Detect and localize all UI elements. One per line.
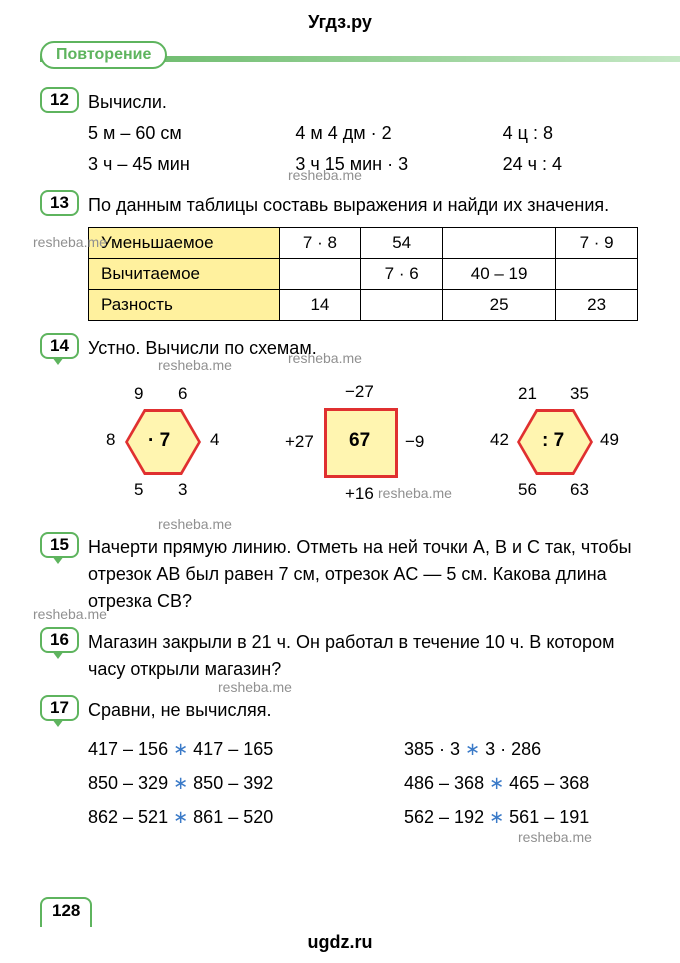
table-header: Разность — [89, 290, 280, 321]
hex-num: 6 — [178, 384, 187, 404]
exercise-number: 16 — [40, 627, 79, 653]
sq-num: −27 — [345, 382, 374, 402]
section-bar: Повторение — [0, 41, 680, 77]
calc-cell: 3 ч – 45 мин — [88, 151, 225, 178]
table-cell: 25 — [443, 290, 556, 321]
watermark: resheba.me — [378, 485, 452, 501]
exercise-14: 14 Устно. Вычисли по схемам. resheba.me … — [48, 335, 640, 520]
table-cell — [361, 290, 443, 321]
table-cell: 40 – 19 — [443, 259, 556, 290]
sq-center: 67 — [349, 430, 370, 452]
hexagon-2: : 7 21 35 42 49 56 63 — [470, 370, 640, 520]
table-cell: 7 · 8 — [279, 228, 361, 259]
hex-num: 35 — [570, 384, 589, 404]
watermark: resheba.me — [158, 516, 232, 532]
hex-num: 3 — [178, 480, 187, 500]
exercise-number: 14 — [40, 333, 79, 359]
exercise-17: resheba.me 17 Сравни, не вычисляя. 417 –… — [48, 697, 640, 835]
table-cell: 7 · 9 — [556, 228, 638, 259]
exercise-15: resheba.me 15 Начерти прямую линию. Отме… — [48, 534, 640, 615]
site-footer: ugdz.ru — [0, 932, 680, 963]
watermark: resheba.me — [518, 829, 592, 845]
table-cell: 14 — [279, 290, 361, 321]
hex-num: 42 — [490, 430, 509, 450]
site-header-top: Угдз.ру — [0, 0, 680, 41]
sq-num: +16 — [345, 484, 374, 504]
ex17-title: Сравни, не вычисляя. — [88, 697, 640, 724]
compare-right: 385 · 3 ∗ 3 · 286 486 – 368 ∗ 465 – 368 … — [404, 732, 640, 835]
compare-line: 417 – 156 ∗ 417 – 165 — [88, 732, 324, 766]
exercise-16: 16 Магазин закрыли в 21 ч. Он работал в … — [48, 629, 640, 683]
exercise-number: 12 — [40, 87, 79, 113]
hexagon-1: · 7 9 6 8 4 5 3 — [78, 370, 248, 520]
ex15-text: Начерти прямую линию. Отметь на ней точк… — [88, 534, 640, 615]
ex16-text: Магазин закрыли в 21 ч. Он работал в теч… — [88, 629, 640, 683]
watermark: resheba.me — [33, 606, 107, 622]
exercise-number: 17 — [40, 695, 79, 721]
hex-num: 49 — [600, 430, 619, 450]
compare-line: 862 – 521 ∗ 861 – 520 — [88, 800, 324, 834]
exercise-12: 12 Вычисли. 5 м – 60 см 4 м 4 дм · 2 4 ц… — [48, 89, 640, 178]
table-header: Уменьшаемое — [89, 228, 280, 259]
page-number: 128 — [40, 897, 92, 927]
ex13-text: По данным таблицы составь выражения и на… — [88, 192, 640, 219]
section-title: Повторение — [40, 41, 167, 69]
compare-line: 385 · 3 ∗ 3 · 286 — [404, 732, 640, 766]
table-cell: 23 — [556, 290, 638, 321]
ex13-table: Уменьшаемое 7 · 8 54 7 · 9 Вычитаемое 7 … — [88, 227, 638, 321]
table-cell — [556, 259, 638, 290]
ex12-title: Вычисли. — [88, 89, 640, 116]
compare-left: 417 – 156 ∗ 417 – 165 850 – 329 ∗ 850 – … — [88, 732, 324, 835]
exercise-number: 15 — [40, 532, 79, 558]
watermark: resheba.me — [33, 234, 107, 250]
exercise-13: 13 По данным таблицы составь выражения и… — [48, 192, 640, 321]
calc-cell: 4 ц : 8 — [503, 120, 640, 147]
table-cell: 7 · 6 — [361, 259, 443, 290]
exercise-number: 13 — [40, 190, 79, 216]
hex-num: 63 — [570, 480, 589, 500]
compare-line: 486 – 368 ∗ 465 – 368 — [404, 766, 640, 800]
hex-num: 9 — [134, 384, 143, 404]
compare-line: 850 – 329 ∗ 850 – 392 — [88, 766, 324, 800]
hex-center: · 7 — [148, 430, 170, 452]
table-header: Вычитаемое — [89, 259, 280, 290]
watermark: resheba.me — [288, 167, 362, 183]
table-cell: 54 — [361, 228, 443, 259]
calc-cell: 4 м 4 дм · 2 — [295, 120, 432, 147]
calc-cell: 24 ч : 4 — [503, 151, 640, 178]
sq-num: −9 — [405, 432, 424, 452]
hex-num: 56 — [518, 480, 537, 500]
sq-num: +27 — [285, 432, 314, 452]
hex-num: 4 — [210, 430, 219, 450]
hex-num: 21 — [518, 384, 537, 404]
hex-num: 5 — [134, 480, 143, 500]
hex-num: 8 — [106, 430, 115, 450]
table-cell — [279, 259, 361, 290]
hex-center: : 7 — [542, 430, 564, 452]
table-cell — [443, 228, 556, 259]
calc-cell: 5 м – 60 см — [88, 120, 225, 147]
watermark: resheba.me — [218, 679, 292, 695]
